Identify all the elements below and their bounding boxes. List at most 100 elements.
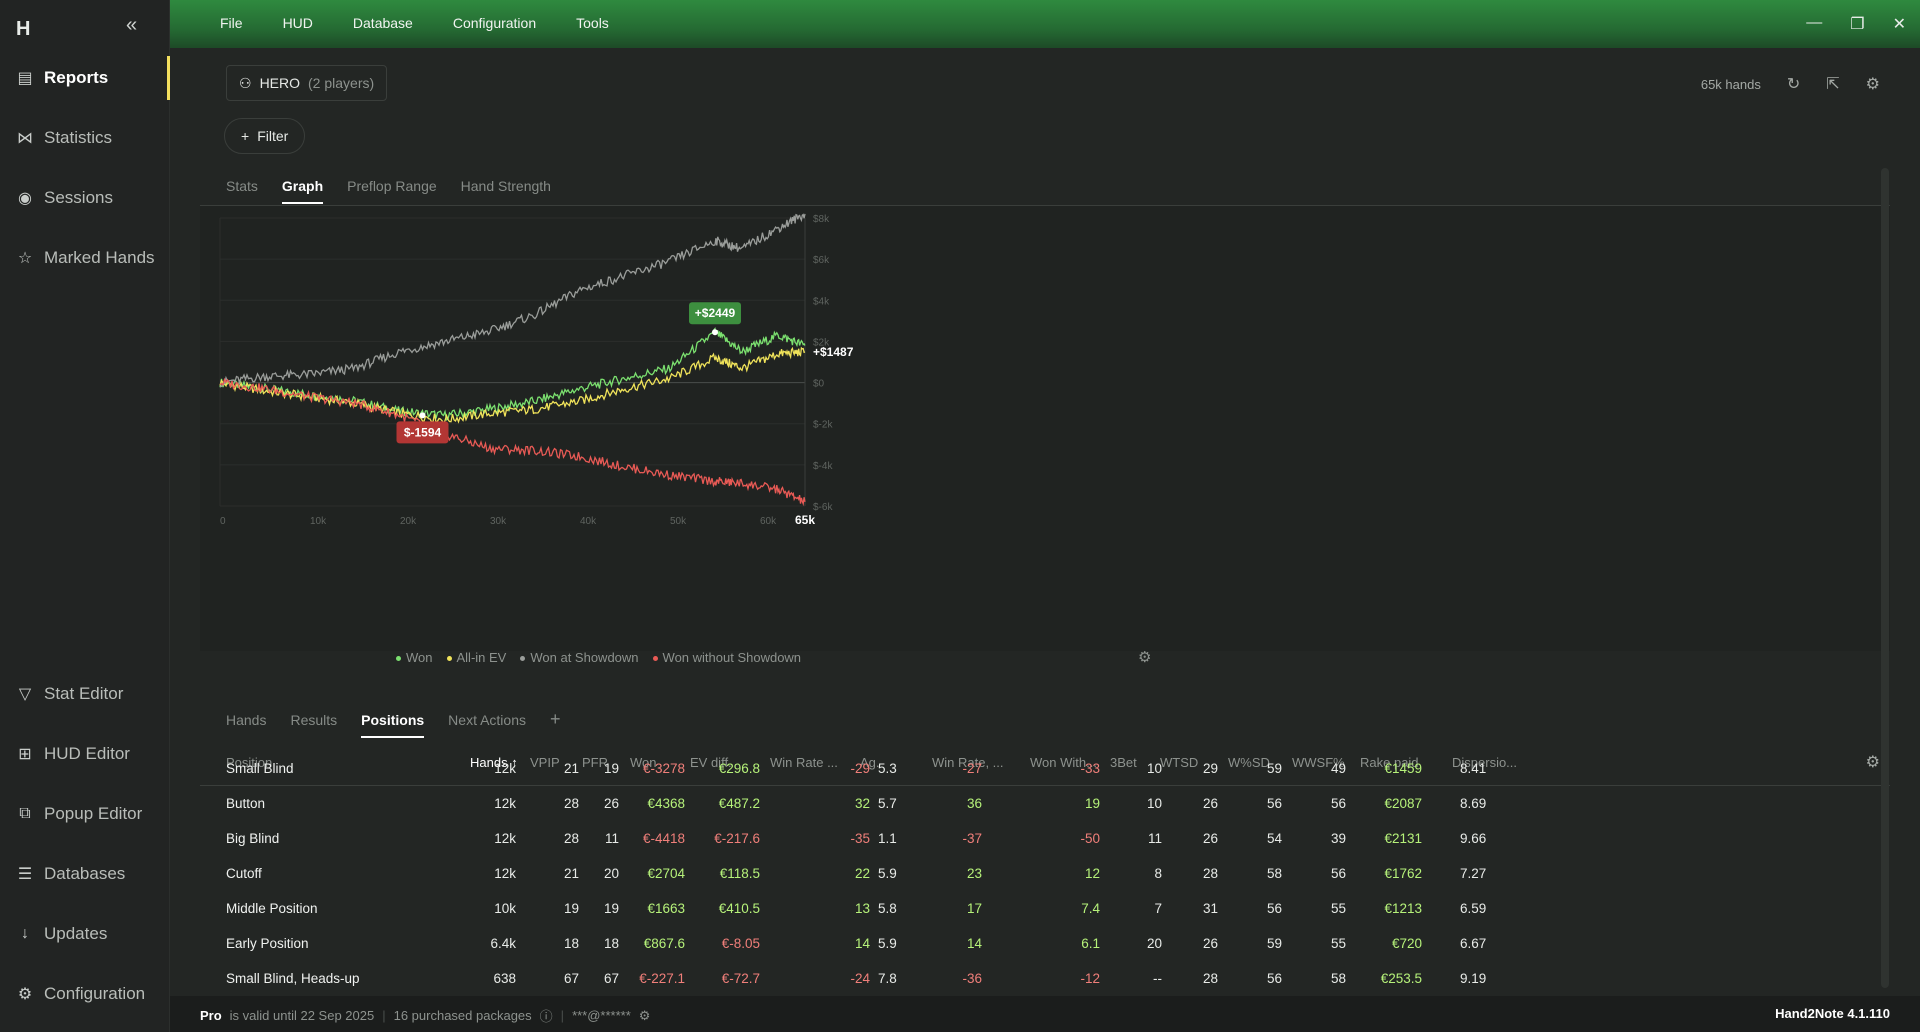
column-header[interactable]: VPIP (530, 755, 560, 770)
plan-validity: is valid until 22 Sep 2025 (229, 1008, 375, 1023)
table-cell: 28 (1202, 866, 1218, 881)
sidebar-item-popup-editor[interactable]: ⧉ Popup Editor (0, 794, 170, 834)
marked-hands-icon: ☆ (17, 250, 33, 267)
sidebar-item-stat-editor[interactable]: ▽ Stat Editor (0, 674, 170, 714)
annotation-point (712, 329, 718, 336)
hud-editor-icon: ⊞ (18, 746, 32, 763)
table-cell: 5.9 (878, 866, 897, 881)
table-cell: Button (226, 796, 266, 811)
refresh-icon[interactable]: ↻ (1786, 76, 1801, 93)
column-header[interactable]: Position (226, 755, 273, 770)
legend-item-won-without-showdown[interactable]: Won without Showdown (652, 650, 801, 665)
legend-item-won[interactable]: Won (396, 650, 433, 665)
table-cell: €296.8 (718, 761, 760, 776)
table-row[interactable]: Cutoff 12k 21 20 €2704 €118.5 22 5.9 23 12 8 28 58 56… (200, 856, 1890, 891)
restore-icon[interactable]: ❐ (1850, 16, 1865, 33)
table-row[interactable]: Early Position 6.4k 18 18 €867.6 €-8.05 14 5.9 1… (200, 926, 1890, 961)
menu-file[interactable]: File (220, 15, 243, 31)
sidebar-item-databases[interactable]: ☰ Databases (0, 854, 170, 894)
table-cell: 19 (603, 901, 619, 916)
column-header[interactable]: Ag. (860, 755, 880, 770)
menu-tools[interactable]: Tools (576, 15, 609, 31)
column-header[interactable]: Win Rate ... (770, 755, 838, 770)
filter-button[interactable]: + Filter (224, 118, 306, 154)
table-cell: 26 (603, 796, 619, 811)
collapse-sidebar-icon[interactable]: « (126, 14, 138, 36)
sidebar-item-configuration[interactable]: ⚙ Configuration (0, 974, 170, 1014)
minimize-icon[interactable]: — (1806, 14, 1823, 31)
table-cell: 18 (603, 936, 619, 951)
column-header[interactable]: PFR (582, 755, 608, 770)
packages-count: 16 purchased packages (393, 1008, 532, 1023)
table-cell: €1663 (647, 901, 685, 916)
graph-settings-icon[interactable]: ⚙ (1138, 649, 1152, 666)
tab-positions[interactable]: Positions (361, 712, 425, 738)
table-row[interactable]: Small Blind 12k 21 19 €-3278 €296.8 -29 5.3 -27 -… (200, 751, 1890, 786)
table-cell: -27 (962, 761, 982, 776)
sidebar-item-sessions[interactable]: ◉ Sessions (0, 178, 170, 218)
table-cell: €-8.05 (721, 936, 760, 951)
table-cell: 56 (1330, 866, 1346, 881)
table-cell: 9.19 (1460, 971, 1487, 986)
legend-item-all-in-ev[interactable]: All-in EV (446, 650, 506, 665)
reports-icon: ▤ (17, 70, 33, 87)
table-cell: €4368 (647, 796, 685, 811)
column-header[interactable]: EV diff. (690, 755, 732, 770)
close-icon[interactable]: ✕ (1892, 16, 1906, 33)
table-cell: -29 (850, 761, 870, 776)
table-row[interactable]: Middle Position 10k 19 19 €1663 €410.5 13 5.8 17… (200, 891, 1890, 926)
hands-count: 65k hands (1700, 76, 1761, 92)
sidebar-item-updates[interactable]: ↓ Updates (0, 914, 170, 954)
column-header[interactable]: Dispersio... (1452, 755, 1518, 770)
column-header[interactable]: Won (630, 755, 657, 770)
column-header[interactable]: Win Rate, ... (932, 755, 1004, 770)
sidebar-item-statistics[interactable]: ⋈ Statistics (0, 118, 170, 158)
table-cell: 26 (1202, 796, 1218, 811)
tab-hand-strength[interactable]: Hand Strength (460, 178, 551, 194)
table-settings-icon[interactable]: ⚙ (1865, 754, 1880, 771)
app-logo: H (16, 18, 31, 40)
tab-stats[interactable]: Stats (226, 178, 258, 194)
legend-item-won-at-showdown[interactable]: Won at Showdown (520, 650, 639, 665)
tab-preflop-range[interactable]: Preflop Range (347, 178, 437, 194)
annotation-point (419, 412, 426, 419)
table-cell: 28 (1202, 971, 1218, 986)
table-row[interactable]: Button 12k 28 26 €4368 €487.2 32 5.7 36 19 10 26 56 5… (200, 786, 1890, 821)
add-tab-icon[interactable]: + (550, 709, 561, 729)
column-header[interactable]: W%SD (1228, 755, 1270, 770)
sidebar-item-reports[interactable]: ▤ Reports (0, 56, 170, 100)
menu-database[interactable]: Database (352, 15, 413, 31)
menu-configuration[interactable]: Configuration (452, 15, 537, 31)
table-cell: 22 (854, 866, 870, 881)
settings-icon[interactable]: ⚙ (1865, 76, 1880, 93)
table-cell: -50 (1080, 831, 1100, 846)
menu-bar: File HUD Database Configuration Tools — … (170, 0, 1920, 48)
table-row[interactable]: Small Blind, Heads-up 638 67 67 €-227.1 €-72.… (200, 961, 1890, 996)
column-header[interactable]: WTSD (1160, 755, 1199, 770)
tab-graph[interactable]: Graph (281, 178, 324, 204)
database-icon: ☰ (17, 866, 33, 883)
sidebar-item-label: Updates (44, 924, 108, 943)
table-row[interactable]: Big Blind 12k 28 11 €-4418 €-217.6 -35 1.1 -37 -5… (200, 821, 1890, 856)
column-header[interactable]: 3Bet (1110, 755, 1137, 770)
table-cell: 12k (494, 831, 516, 846)
x-tick-label: 40k (580, 516, 597, 527)
column-header[interactable]: Hands ↑ (470, 755, 518, 770)
hero-selector-button[interactable]: ⚇ HERO (2 players) (226, 65, 388, 101)
export-icon[interactable]: ⇱ (1826, 76, 1840, 93)
tab-results[interactable]: Results (290, 712, 338, 728)
column-header[interactable]: Rake paid (1360, 755, 1419, 770)
sidebar-item-marked-hands[interactable]: ☆ Marked Hands (0, 238, 170, 278)
scrollbar[interactable] (1881, 168, 1889, 988)
account-settings-icon[interactable]: ⚙ (638, 1007, 651, 1023)
menu-hud[interactable]: HUD (282, 15, 313, 31)
table-cell: €487.2 (718, 796, 760, 811)
column-header[interactable]: WWSF% (1292, 755, 1345, 770)
tab-next-actions[interactable]: Next Actions (448, 712, 526, 728)
info-icon[interactable]: ⓘ (539, 1009, 553, 1024)
table-cell: 12k (494, 866, 516, 881)
column-header[interactable]: Won With... (1030, 755, 1097, 770)
tab-hands[interactable]: Hands (226, 712, 267, 728)
table-cell: €-3278 (642, 761, 685, 776)
sidebar-item-hud-editor[interactable]: ⊞ HUD Editor (0, 734, 170, 774)
